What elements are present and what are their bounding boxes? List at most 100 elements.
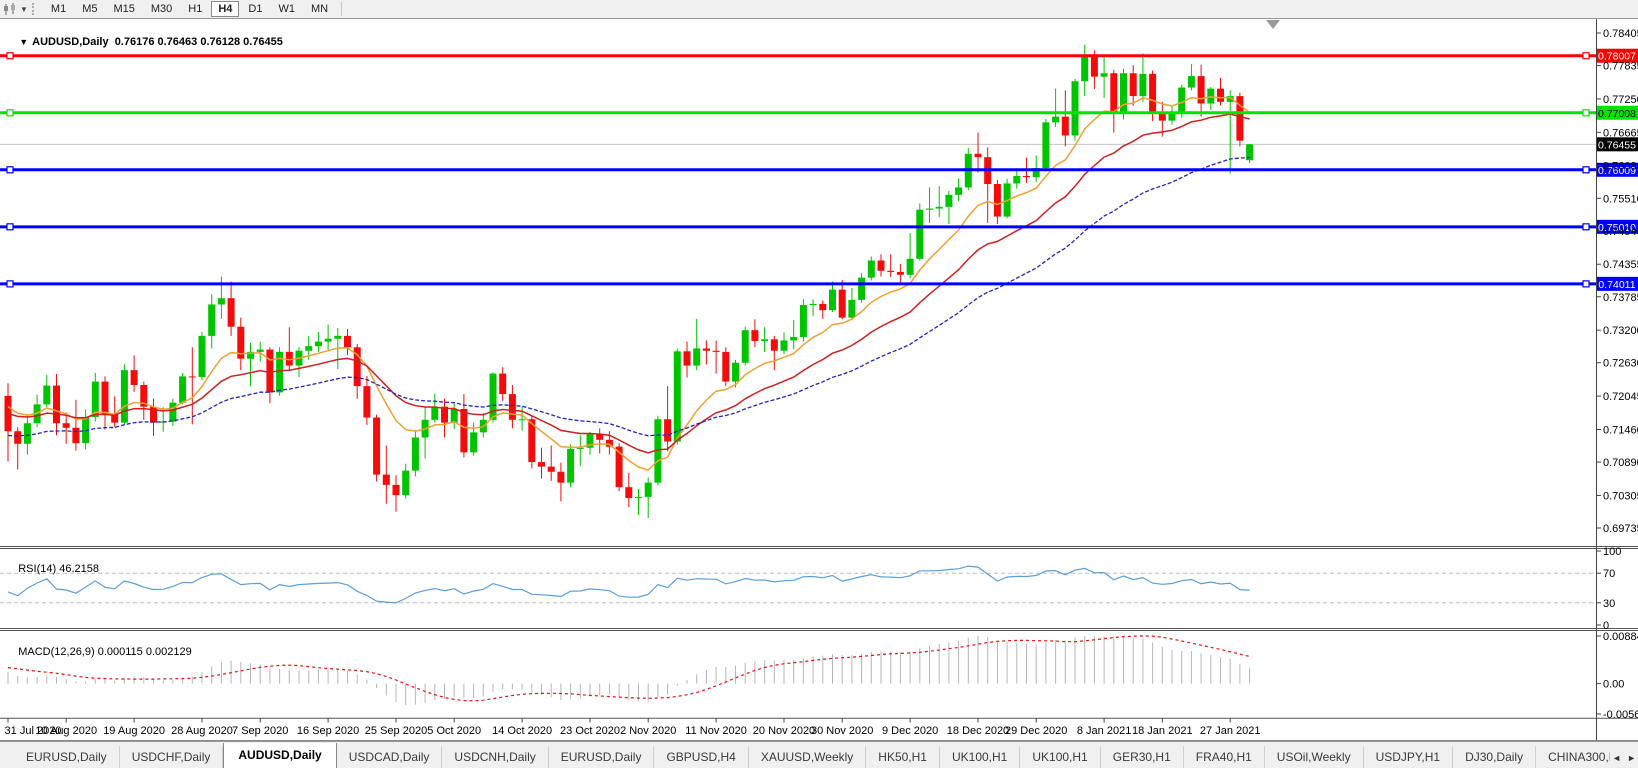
date-tick-label: 27 Jan 2021 bbox=[1200, 725, 1261, 737]
hline-handle[interactable] bbox=[6, 223, 14, 231]
timeframe-button-m1[interactable]: M1 bbox=[50, 3, 67, 15]
price-tick-label: 0.76665 bbox=[1603, 127, 1638, 139]
current-price-label: 0.76455 bbox=[1597, 137, 1638, 152]
price-tick-label: 0.69735 bbox=[1603, 523, 1638, 535]
hline-price-text: 0.75010 bbox=[1598, 222, 1636, 234]
tab-ger30-h1[interactable]: GER30,H1 bbox=[1101, 746, 1184, 768]
date-tick-label: 25 Sep 2020 bbox=[365, 725, 427, 737]
chevron-down-icon[interactable]: ▼ bbox=[20, 4, 28, 14]
hline-handle[interactable] bbox=[1582, 223, 1590, 231]
chart-shift-marker-icon[interactable] bbox=[1266, 20, 1280, 29]
date-tick-label: 28 Aug 2020 bbox=[171, 725, 233, 737]
timeframe-button-mn[interactable]: MN bbox=[310, 3, 329, 15]
candlestick-chart-icon[interactable] bbox=[3, 2, 18, 16]
date-tick-label: 20 Nov 2020 bbox=[753, 725, 815, 737]
ma-slow-line bbox=[7, 156, 1250, 437]
tab-gbpusd-h4[interactable]: GBPUSD,H4 bbox=[654, 746, 749, 768]
hline-handle[interactable] bbox=[1582, 52, 1590, 60]
timeframe-button-w1[interactable]: W1 bbox=[278, 3, 295, 15]
candles bbox=[4, 44, 1254, 519]
macd-values: 0.000115 0.002129 bbox=[97, 646, 192, 658]
timeframe-button-h1[interactable]: H1 bbox=[188, 3, 203, 15]
timeframe-button-m5[interactable]: M5 bbox=[82, 3, 98, 15]
timeframe-button-d1[interactable]: D1 bbox=[248, 3, 263, 15]
rsi-tick-label: 70 bbox=[1603, 568, 1615, 580]
hline-handle[interactable] bbox=[6, 280, 14, 288]
price-tick-label: 0.73785 bbox=[1603, 292, 1638, 304]
hline-handle[interactable] bbox=[6, 52, 14, 60]
price-tick-label: 0.70305 bbox=[1603, 490, 1638, 502]
hline-handle[interactable] bbox=[1582, 280, 1590, 288]
timeframe-buttons: M1 M5 M15 M30 H1 H4 D1 W1 MN bbox=[43, 1, 336, 17]
date-tick-label: 9 Dec 2020 bbox=[882, 725, 938, 737]
price-tick-label: 0.78405 bbox=[1603, 28, 1638, 40]
ma-mid-line bbox=[7, 113, 1250, 454]
tab-usoil-weekly[interactable]: USOil,Weekly bbox=[1265, 746, 1364, 768]
date-tick-label: 14 Oct 2020 bbox=[492, 725, 552, 737]
timeframe-button-m15[interactable]: M15 bbox=[113, 3, 135, 15]
tab-scroll-right-icon[interactable]: ► bbox=[1627, 753, 1636, 763]
tab-fra40-h1[interactable]: FRA40,H1 bbox=[1184, 746, 1265, 768]
chart-title: ▼ AUDUSD,Daily 0.76176 0.76463 0.76128 0.… bbox=[7, 24, 283, 60]
tab-uk100-h1[interactable]: UK100,H1 bbox=[940, 746, 1021, 768]
tab-xauusd-weekly[interactable]: XAUUSD,Weekly bbox=[749, 746, 867, 768]
tab-dj30-daily[interactable]: DJ30,Daily bbox=[1453, 746, 1537, 768]
rsi-indicator-label: RSI(14) 46.2158 bbox=[18, 563, 99, 575]
hline-price-text: 0.78007 bbox=[1598, 51, 1636, 63]
date-tick-label: 18 Jan 2021 bbox=[1132, 725, 1193, 737]
tab-audusd-daily[interactable]: AUDUSD,Daily bbox=[223, 743, 337, 768]
rsi-tick-label: 0 bbox=[1603, 620, 1609, 632]
triangle-down-icon[interactable]: ▼ bbox=[19, 37, 29, 47]
hline-handle[interactable] bbox=[1582, 166, 1590, 174]
rsi-panel: 100 70 30 0 bbox=[0, 546, 1621, 632]
date-tick-label: 7 Sep 2020 bbox=[232, 725, 288, 737]
hline-handle[interactable] bbox=[6, 166, 14, 174]
chart-tabs: EURUSD,Daily USDCHF,Daily AUDUSD,Daily USDC… bbox=[0, 743, 1610, 768]
tab-eurusd-daily[interactable]: EURUSD,Daily bbox=[549, 746, 655, 768]
tab-usdcad-daily[interactable]: USDCAD,Daily bbox=[337, 746, 443, 768]
tab-usdjpy-h1[interactable]: USDJPY,H1 bbox=[1364, 746, 1454, 768]
hline-price-label bbox=[1597, 219, 1638, 234]
date-tick-label: 2 Nov 2020 bbox=[620, 725, 676, 737]
tab-uk100-h1[interactable]: UK100,H1 bbox=[1020, 746, 1101, 768]
price-tick-label: 0.74355 bbox=[1603, 259, 1638, 271]
tab-scroll-left-icon[interactable]: ◄ bbox=[1612, 753, 1622, 763]
tab-china300-h1[interactable]: CHINA300,H1 bbox=[1536, 746, 1610, 768]
date-tick-label: 23 Oct 2020 bbox=[560, 725, 620, 737]
hline-handle[interactable] bbox=[1582, 109, 1590, 117]
chart-ohlc-values: 0.76176 0.76463 0.76128 0.76455 bbox=[114, 36, 283, 48]
macd-tick-label: 0.00 bbox=[1603, 679, 1624, 691]
price-tick-label: 0.77835 bbox=[1603, 61, 1638, 73]
macd-tick-label: 0.00884 bbox=[1603, 631, 1638, 643]
hline-price-text: 0.77008 bbox=[1598, 108, 1636, 120]
toolbar-separator bbox=[341, 2, 343, 16]
date-tick-label: 10 Aug 2020 bbox=[35, 725, 97, 737]
hline-handle[interactable] bbox=[6, 109, 14, 117]
hline-price-text: 0.74011 bbox=[1598, 279, 1635, 291]
tab-hk50-h1[interactable]: HK50,H1 bbox=[866, 746, 940, 768]
tab-usdcnh-daily[interactable]: USDCNH,Daily bbox=[442, 746, 549, 768]
macd-tick-label: -0.005651 bbox=[1603, 709, 1638, 721]
rsi-line bbox=[7, 565, 1250, 604]
date-tick-label: 30 Nov 2020 bbox=[811, 725, 873, 737]
macd-panel: 0.00884 0.00 -0.005651 bbox=[7, 631, 1638, 721]
hline-price-label bbox=[1597, 276, 1638, 291]
hline-price-label bbox=[1597, 105, 1638, 120]
timeframe-button-m30[interactable]: M30 bbox=[150, 3, 173, 15]
date-tick-label: 19 Aug 2020 bbox=[103, 725, 165, 737]
date-tick-label: 18 Dec 2020 bbox=[947, 725, 1009, 737]
tab-eurusd-daily[interactable]: EURUSD,Daily bbox=[14, 746, 120, 768]
rsi-value: 46.2158 bbox=[59, 563, 99, 575]
tab-usdchf-daily[interactable]: USDCHF,Daily bbox=[120, 746, 224, 768]
chart-symbol-period: AUDUSD,Daily bbox=[32, 36, 109, 48]
timeframe-button-h4[interactable]: H4 bbox=[211, 1, 240, 17]
